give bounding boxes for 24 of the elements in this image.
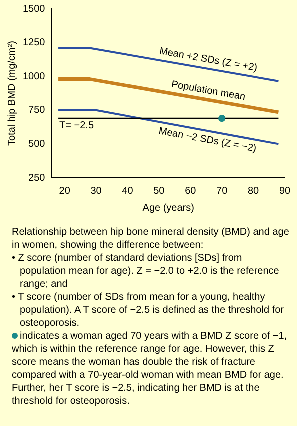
text: Relationship between hip bone mineral density (BMD) and age in women, showing the difference between: — [12, 226, 290, 252]
text: • T score (number of SDs from mean for a young, healthy population). A T score of −2.5 is defined as the threshold for osteoporosis. — [12, 291, 285, 330]
y-tick-label: 750 — [28, 105, 46, 116]
x-tick-label: 70 — [216, 186, 228, 197]
y-tick-label: 1500 — [22, 4, 46, 15]
annotation: Population mean — [170, 79, 246, 104]
x-tick-label: 80 — [248, 186, 260, 197]
x-tick-label: 90 — [279, 186, 291, 197]
y-tick-label: 1250 — [22, 38, 46, 49]
x-tick-label: 40 — [122, 186, 134, 197]
y-tick-label: 250 — [28, 172, 46, 184]
text: indicates a woman aged 70 years with a BMD Z score of −1, which is within the reference range for age. However, this Z score means the woman has double the risk of fracture compared with a 70-year-old woman with mean BMD for age. Further, her T score is −2.5, indicating her BMD is at the threshold for osteoporosis. — [12, 330, 288, 408]
x-tick-label: 20 — [59, 186, 71, 197]
annotation: Mean −2 SDs (Z = −2) — [158, 126, 258, 155]
x-tick-label: 50 — [154, 186, 166, 197]
annotation: T= −2.5 — [60, 120, 94, 132]
y-axis-title: Total hip BMD (mg/cm²) — [6, 40, 18, 146]
y-tick-label: 500 — [28, 138, 46, 150]
x-tick-label: 60 — [185, 186, 197, 197]
x-tick-label: 30 — [90, 186, 102, 197]
annotation: Mean +2 SDs (Z = +2) — [158, 46, 258, 74]
x-axis-title: Age (years) — [142, 202, 194, 214]
y-tick-label: 1000 — [22, 71, 46, 82]
text: • Z score (number of standard deviations [SDs] from population mean for age). Z = −2.0 to +2.0 is the reference range; and — [12, 252, 280, 291]
